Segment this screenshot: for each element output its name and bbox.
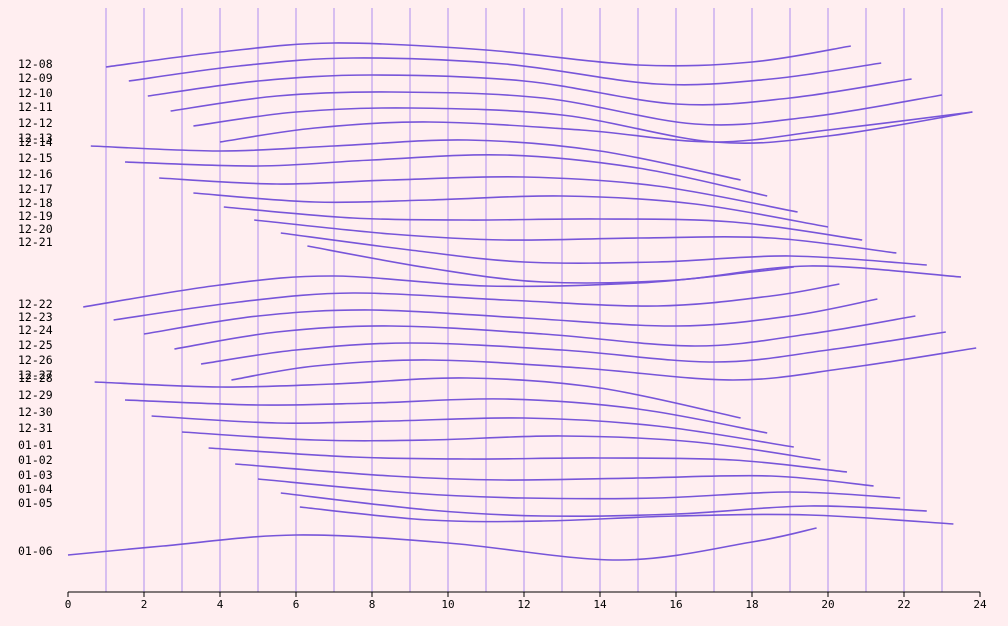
x-tick-label: 4: [217, 598, 224, 611]
series-line: [280, 492, 927, 518]
day-label: 01-06: [18, 544, 53, 558]
day-label: 01-05: [18, 496, 53, 510]
series-line: [174, 315, 916, 350]
day-label: 12-23: [18, 310, 53, 324]
series-line: [90, 139, 741, 181]
series-line: [181, 431, 821, 461]
x-tick-label: 8: [369, 598, 376, 611]
series-line: [170, 91, 943, 126]
x-tick-label: 10: [441, 598, 454, 611]
series-line: [124, 398, 768, 434]
day-label: 12-24: [18, 323, 53, 337]
x-tick-label: 16: [669, 598, 682, 611]
series-line: [193, 107, 973, 145]
series-line: [94, 377, 741, 419]
day-label: 12-14: [18, 135, 53, 149]
series-line: [159, 175, 798, 213]
day-label: 12-29: [18, 388, 53, 402]
day-label: 12-27: [18, 368, 53, 382]
series-line: [280, 232, 927, 266]
x-tick-label: 2: [141, 598, 148, 611]
series-line: [299, 506, 954, 525]
x-axis: 0 2 4 6 8 10 12 14 16 18 20 22 24: [65, 591, 987, 611]
series-line: [128, 57, 882, 86]
x-tick-label: 6: [293, 598, 300, 611]
series-line: [254, 219, 897, 254]
series-line: [151, 415, 794, 448]
series-line: [208, 447, 848, 473]
x-tick-label: 24: [973, 598, 987, 611]
day-label: 12-19: [18, 209, 53, 223]
vertical-grid: [105, 8, 943, 592]
day-label: 12-10: [18, 86, 53, 100]
series-line: [113, 283, 840, 321]
day-label: 12-31: [18, 421, 53, 435]
series-line: [257, 478, 901, 500]
x-tick-label: 12: [517, 598, 530, 611]
day-label: 12-22: [18, 297, 53, 311]
series-line: [83, 266, 794, 308]
series-layer: [67, 42, 977, 561]
series-line: [147, 74, 912, 106]
day-label: 01-02: [18, 453, 53, 467]
series-line: [143, 298, 878, 335]
x-tick-label: 22: [897, 598, 910, 611]
day-label: 12-26: [18, 353, 53, 367]
series-line: [231, 347, 977, 381]
day-label: 12-28: [18, 371, 53, 385]
x-tick-label: 18: [745, 598, 758, 611]
day-label: 12-16: [18, 167, 53, 181]
day-label: 01-01: [18, 438, 53, 452]
day-label: 01-03: [18, 468, 53, 482]
series-line: [219, 111, 973, 143]
day-label: 12-20: [18, 222, 53, 236]
day-label: 12-30: [18, 405, 53, 419]
day-label: 12-15: [18, 151, 53, 165]
day-label: 12-18: [18, 196, 53, 210]
day-label: 01-04: [18, 482, 53, 496]
day-label: 12-11: [18, 100, 53, 114]
series-line: [223, 206, 863, 241]
day-label: 12-21: [18, 235, 53, 249]
day-label: 12-13: [18, 131, 53, 145]
series-line: [124, 153, 768, 197]
series-line: [235, 463, 874, 487]
x-tick-label: 14: [593, 598, 607, 611]
series-line: [67, 527, 817, 561]
series-line: [200, 331, 946, 365]
series-line: [193, 192, 829, 228]
x-tick-label: 20: [821, 598, 834, 611]
day-label: 12-09: [18, 71, 53, 85]
series-line: [105, 42, 851, 68]
day-label: 12-17: [18, 182, 53, 196]
x-tick-label: 0: [65, 598, 72, 611]
day-label: 12-25: [18, 338, 53, 352]
day-label: 12-08: [18, 57, 53, 71]
series-line: [307, 245, 962, 284]
day-label: 12-12: [18, 116, 53, 130]
